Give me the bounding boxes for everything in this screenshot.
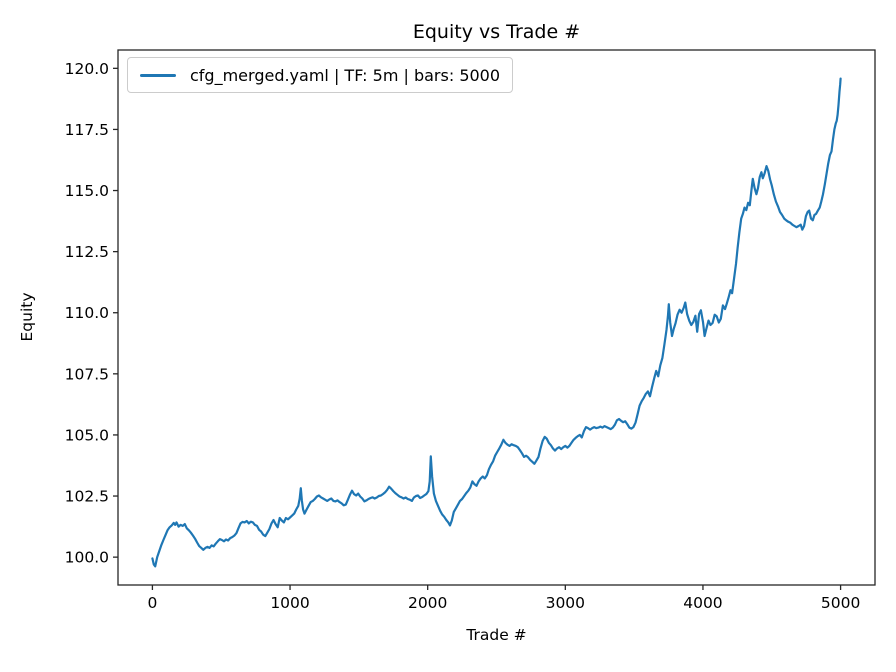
y-axis-ticks: 100.0 102.5 105.0 107.5 110.0 112.5 115.0 117.5… xyxy=(65,60,118,567)
y-tick-label: 112.5 xyxy=(65,243,109,261)
x-tick-label: 3000 xyxy=(546,594,585,612)
x-tick-label: 2000 xyxy=(408,594,447,612)
legend-label: cfg_merged.yaml | TF: 5m | bars: 5000 xyxy=(190,65,501,85)
y-tick-label: 105.0 xyxy=(65,426,109,444)
plot-area-frame xyxy=(117,49,876,586)
chart-title: Equity vs Trade # xyxy=(413,21,580,43)
y-tick-label: 115.0 xyxy=(65,182,109,200)
x-axis-ticks: 0 1000 2000 3000 4000 5000 xyxy=(147,585,860,612)
legend: cfg_merged.yaml | TF: 5m | bars: 5000 xyxy=(127,57,514,93)
y-tick-label: 117.5 xyxy=(65,121,109,139)
y-tick-label: 107.5 xyxy=(65,365,109,383)
x-tick-label: 1000 xyxy=(270,594,309,612)
y-tick-label: 110.0 xyxy=(65,304,109,322)
x-tick-label: 0 xyxy=(147,594,157,612)
legend-line-swatch xyxy=(140,73,176,77)
x-tick-label: 5000 xyxy=(821,594,860,612)
y-tick-label: 120.0 xyxy=(65,60,109,78)
y-axis-label: Equity xyxy=(18,292,36,341)
x-axis-label: Trade # xyxy=(465,626,526,644)
equity-line xyxy=(151,77,842,568)
y-tick-label: 100.0 xyxy=(65,549,109,567)
x-tick-label: 4000 xyxy=(683,594,722,612)
y-tick-label: 102.5 xyxy=(65,488,109,506)
